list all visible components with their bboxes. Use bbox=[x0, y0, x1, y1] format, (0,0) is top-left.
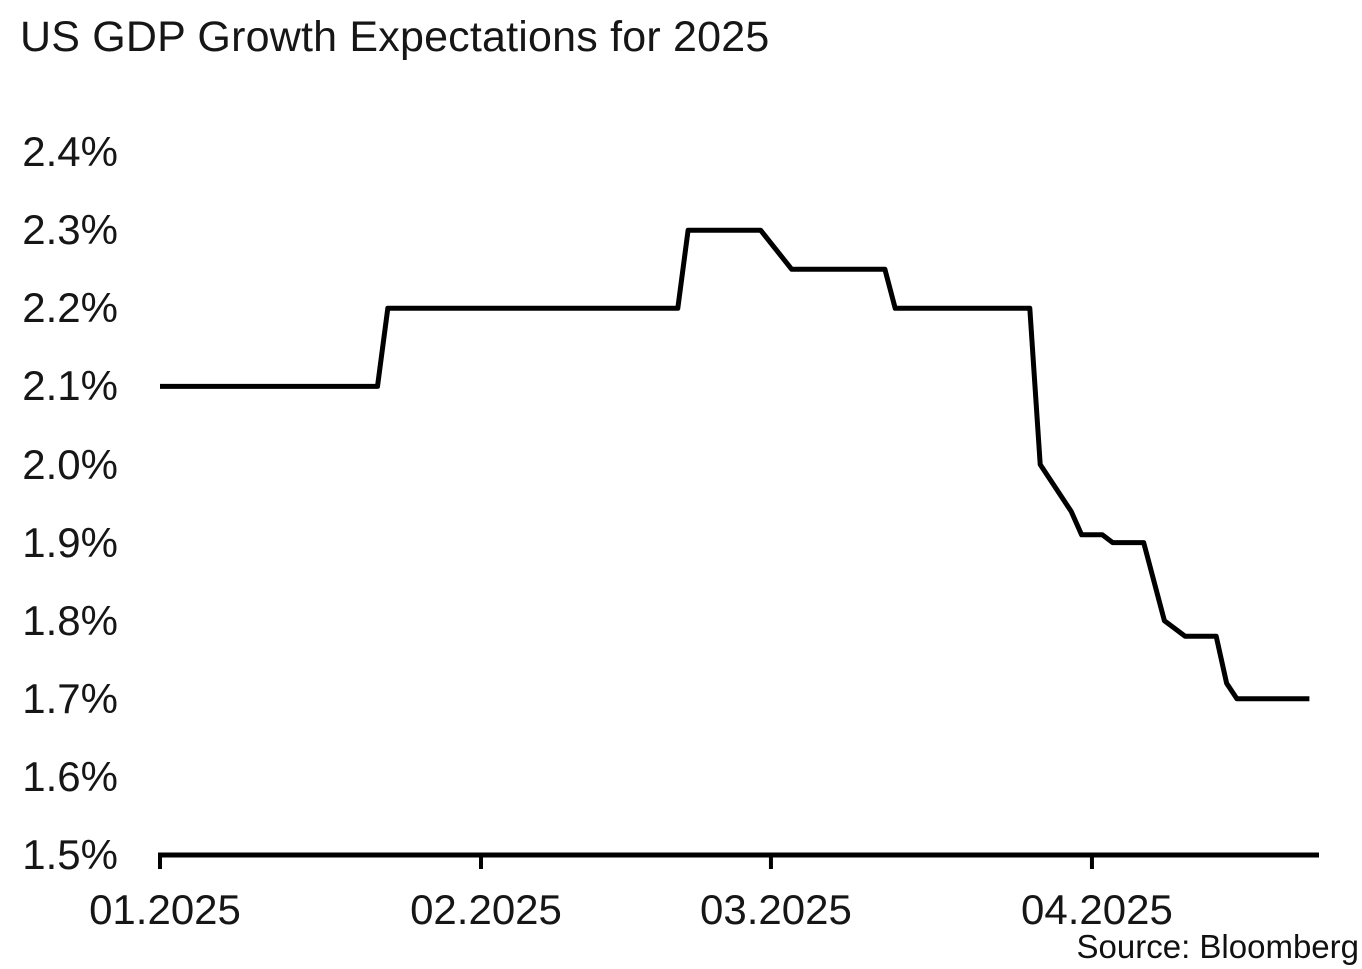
y-tick-label: 1.8% bbox=[22, 596, 118, 644]
source-credit: Source: Bloomberg bbox=[1076, 928, 1359, 965]
x-tick-label: 01.2025 bbox=[89, 886, 241, 933]
gdp-line-series bbox=[160, 227, 1310, 702]
y-tick-label: 2.1% bbox=[22, 362, 118, 410]
chart-title: US GDP Growth Expectations for 2025 bbox=[20, 13, 770, 61]
y-tick-label: 1.9% bbox=[22, 518, 118, 566]
y-tick-label: 2.0% bbox=[22, 440, 118, 488]
y-tick-label: 1.5% bbox=[22, 831, 118, 878]
x-tick-label: 04.2025 bbox=[1021, 886, 1173, 933]
x-axis-ticks bbox=[158, 855, 1094, 869]
y-tick-label: 1.7% bbox=[22, 674, 118, 722]
y-tick-label: 1.6% bbox=[22, 752, 118, 800]
y-tick-label: 2.2% bbox=[22, 284, 118, 332]
x-tick-label: 02.2025 bbox=[410, 886, 562, 933]
x-tick-label: 03.2025 bbox=[700, 886, 852, 933]
y-tick-label: 2.4% bbox=[22, 128, 118, 176]
y-tick-label: 2.3% bbox=[22, 206, 118, 254]
